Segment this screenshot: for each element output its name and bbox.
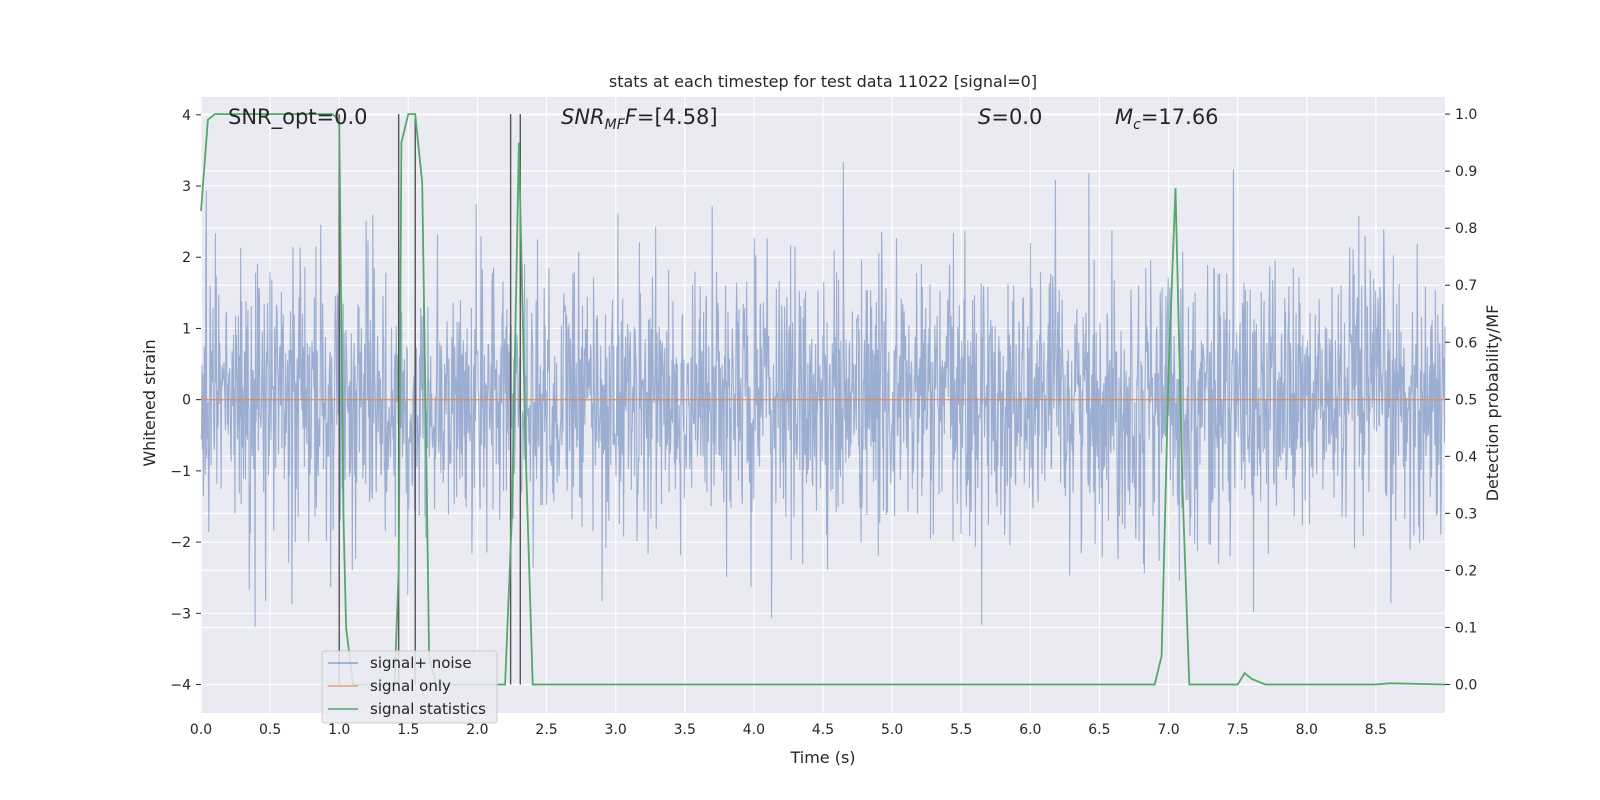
chart-title: stats at each timestep for test data 110… [609, 72, 1037, 91]
x-tick-label: 0.5 [259, 722, 281, 738]
snr-mf-value: =[4.58] [637, 105, 718, 129]
y-axis-left-label: Whitened strain [140, 339, 159, 466]
s-value: =0.0 [991, 105, 1042, 129]
y-tick-left-label: −4 [170, 678, 191, 694]
x-axis-ticks: 0.0 0.5 1.0 1.5 2.0 2.5 3.0 3.5 4.0 4.5 5.0 5.5 6.0 6… [190, 722, 1387, 738]
x-tick-label: 2.5 [535, 722, 557, 738]
snr-mf-main: SNR [561, 105, 605, 129]
y-tick-left-label: −1 [170, 464, 191, 480]
x-tick-label: 7.0 [1157, 722, 1179, 738]
y-tick-left-label: 3 [182, 179, 191, 195]
annotation-mc: Mc=17.66 [1115, 105, 1219, 133]
y-tick-right-label: 0.9 [1455, 164, 1477, 180]
snr-mf-f: F [625, 105, 638, 129]
annotation-snr-mf: SNRMFF=[4.58] [561, 105, 718, 133]
mc-main: M [1115, 105, 1133, 129]
y-tick-left-label: −2 [170, 535, 191, 551]
annotation-s: S=0.0 [978, 105, 1042, 129]
x-tick-label: 5.0 [881, 722, 903, 738]
legend-label-statistics: signal statistics [370, 700, 486, 718]
legend: signal+ noise signal only signal statist… [321, 650, 498, 724]
y-tick-right-label: 0.5 [1455, 392, 1477, 408]
legend-label-noise: signal+ noise [370, 654, 472, 672]
mc-sub: c [1133, 117, 1141, 133]
x-tick-label: 8.0 [1296, 722, 1318, 738]
legend-label-signal-only: signal only [370, 677, 451, 695]
s-main: S [978, 105, 991, 129]
y-tick-right-label: 0.4 [1455, 449, 1477, 465]
x-tick-label: 8.5 [1365, 722, 1387, 738]
legend-box [321, 650, 498, 724]
snr-mf-sub: MF [605, 117, 626, 133]
y-tick-right-label: 0.8 [1455, 221, 1477, 237]
y-tick-right-label: 0.2 [1455, 563, 1477, 579]
y-tick-left-label: 4 [182, 108, 191, 124]
x-axis-label: Time (s) [789, 748, 855, 767]
x-tick-label: 0.0 [190, 722, 212, 738]
y-tick-right-label: 0.1 [1455, 620, 1477, 636]
y-tick-right-label: 1.0 [1455, 107, 1477, 123]
y-axis-right-label: Detection probability/MF [1483, 305, 1502, 502]
x-tick-label: 4.5 [812, 722, 834, 738]
x-tick-label: 5.5 [950, 722, 972, 738]
x-tick-label: 3.5 [674, 722, 696, 738]
y-tick-left-label: −3 [170, 606, 191, 622]
y-tick-left-label: 0 [182, 393, 191, 409]
mc-value: =17.66 [1141, 105, 1219, 129]
y-tick-right-label: 0.6 [1455, 335, 1477, 351]
x-tick-label: 2.0 [466, 722, 488, 738]
x-tick-label: 3.0 [605, 722, 627, 738]
x-tick-label: 7.5 [1227, 722, 1249, 738]
y-tick-left-label: 1 [182, 321, 191, 337]
y-tick-right-label: 0.7 [1455, 278, 1477, 294]
noise-series [200, 161, 1446, 627]
x-tick-label: 1.0 [328, 722, 350, 738]
x-tick-label: 1.5 [397, 722, 419, 738]
annotation-snr-opt: SNR_opt=0.0 [228, 105, 368, 130]
x-tick-label: 4.0 [743, 722, 765, 738]
noise-line [200, 161, 1446, 627]
y-tick-left-label: 2 [182, 250, 191, 266]
x-tick-label: 6.0 [1019, 722, 1041, 738]
y-axis-left-ticks: 4 3 2 1 0 −1 −2 −3 −4 [170, 108, 201, 694]
y-axis-right-ticks: 1.0 0.9 0.8 0.7 0.6 0.5 0.4 0.3 0.2 0.1 0.0 [1445, 107, 1477, 693]
y-tick-right-label: 0.3 [1455, 506, 1477, 522]
y-tick-right-label: 0.0 [1455, 677, 1477, 693]
x-tick-label: 6.5 [1088, 722, 1110, 738]
